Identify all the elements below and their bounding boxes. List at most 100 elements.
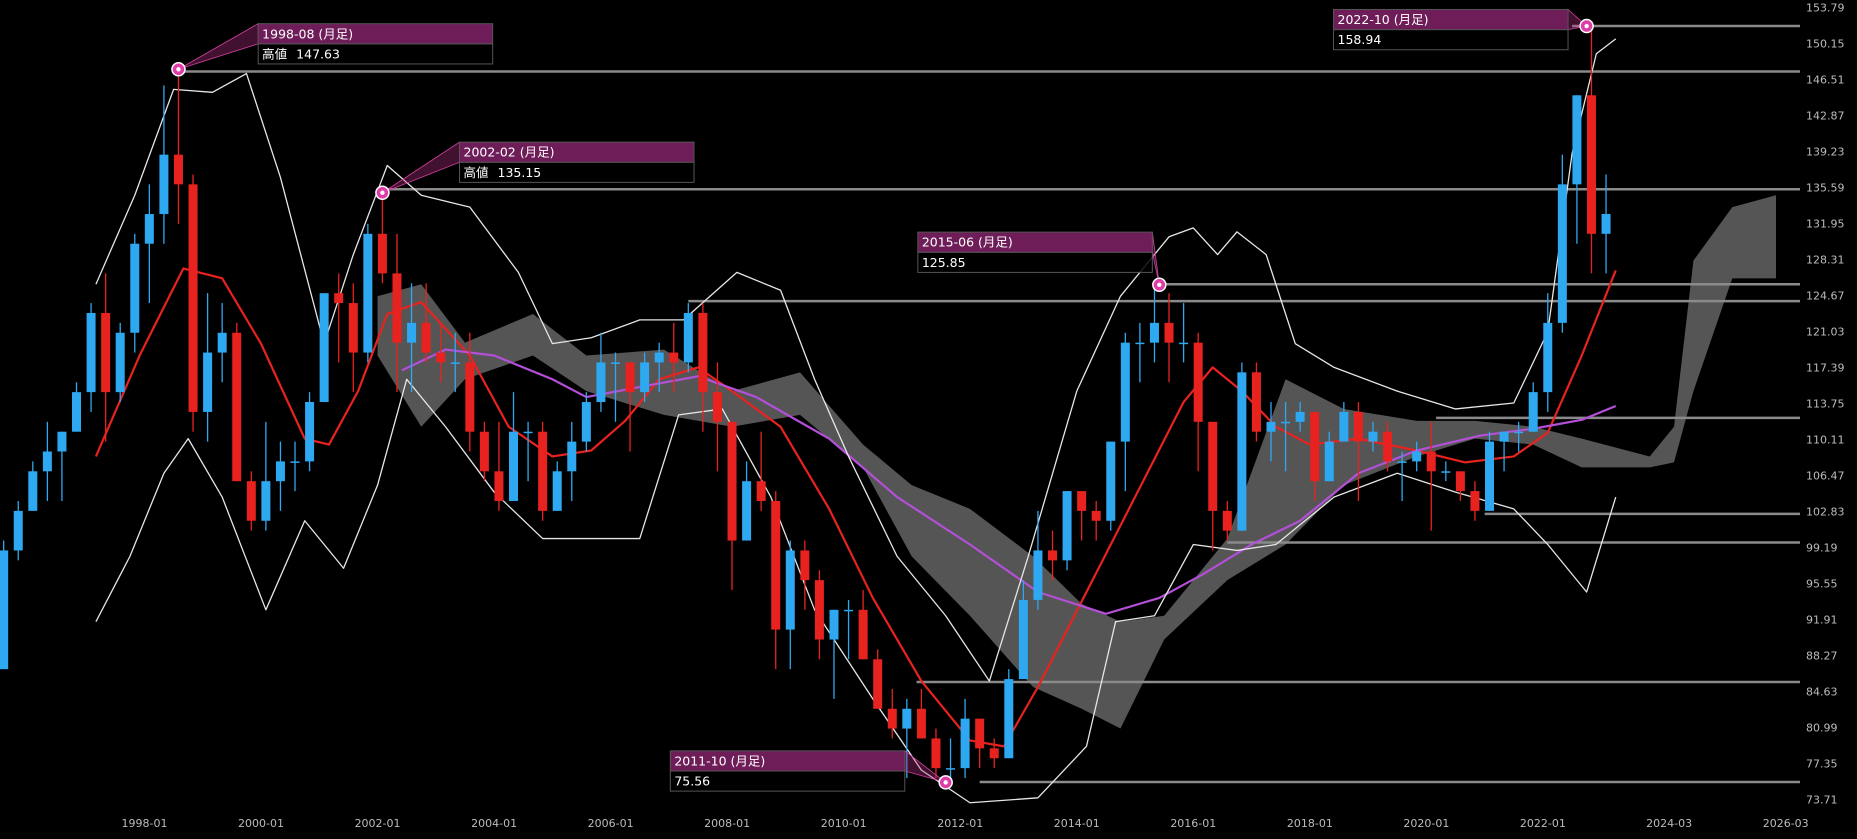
candle-body (1572, 95, 1582, 185)
y-tick-label: 106.47 (1806, 470, 1845, 483)
x-tick-label: 1998-01 (122, 817, 168, 830)
annotation-title: 1998-08 (月足) (262, 26, 353, 41)
candle-body (946, 768, 956, 770)
annotation-header (257, 23, 494, 45)
annotation-body (257, 43, 494, 65)
x-tick-label: 2026-03 (1763, 817, 1809, 830)
candle-body (581, 402, 591, 442)
candle-body (392, 273, 402, 343)
annotation-value: 125.85 (922, 255, 966, 270)
candle-body (916, 708, 926, 739)
candle-body (13, 510, 23, 551)
candle-body (829, 609, 839, 640)
candle-body (654, 352, 664, 363)
candle-body (377, 233, 387, 274)
candle-body (1528, 392, 1538, 432)
candle-body (1179, 342, 1189, 345)
candle-body (931, 738, 941, 769)
candle-body (334, 293, 344, 304)
candle-body (887, 708, 897, 729)
candle-body (72, 392, 82, 432)
candle-body (567, 441, 577, 472)
candle-body (232, 332, 242, 482)
candle-body (1004, 679, 1014, 759)
annotation-header (459, 141, 695, 163)
pin-dot (176, 67, 181, 72)
candle-body (173, 154, 183, 185)
annotation-body (459, 161, 695, 183)
y-tick-label: 135.59 (1806, 181, 1845, 194)
candle-body (363, 233, 373, 353)
candle-body (1426, 451, 1436, 472)
x-tick-label: 2022-01 (1520, 817, 1566, 830)
candle-body (1062, 491, 1072, 561)
x-tick-label: 2004-01 (471, 817, 517, 830)
candle-body (319, 293, 329, 403)
y-tick-label: 113.75 (1806, 398, 1845, 411)
candle-body (902, 708, 912, 729)
y-tick-label: 99.19 (1806, 542, 1838, 555)
y-tick-label: 124.67 (1806, 289, 1845, 302)
candle-body (1077, 491, 1087, 511)
candle-body (596, 362, 606, 403)
candle-body (479, 431, 489, 472)
candle-body (669, 352, 679, 363)
y-tick-label: 128.31 (1806, 253, 1845, 266)
candle-body (246, 481, 256, 521)
x-tick-label: 2008-01 (704, 817, 750, 830)
x-tick-label: 2010-01 (821, 817, 867, 830)
candle-body (814, 580, 824, 640)
candle-body (698, 312, 708, 393)
annotations: 1998-08 (月足) 高値 147.63 2002-02 (月足) 高値 135.15… (171, 8, 1594, 792)
candle-body (1295, 411, 1305, 422)
candle-body (1149, 322, 1159, 343)
candle-body (1514, 431, 1524, 434)
candle-body (465, 362, 475, 432)
candle-body (625, 362, 635, 393)
candle-body (1047, 550, 1057, 561)
candle-body (203, 352, 213, 412)
candle-body (1018, 599, 1028, 680)
y-tick-label: 77.35 (1806, 758, 1838, 771)
y-tick-label: 131.95 (1806, 217, 1845, 230)
candle-body (1135, 342, 1145, 345)
candle-body (800, 550, 810, 581)
candle-body (989, 748, 999, 759)
candle-body (1383, 431, 1393, 462)
candle-body (1324, 441, 1334, 482)
candle-body (640, 362, 650, 393)
annotation-title: 2015-06 (月足) (922, 235, 1013, 250)
pin-dot (1157, 282, 1162, 287)
candle-body (1543, 322, 1553, 393)
candle-body (28, 471, 38, 511)
y-tick-label: 142.87 (1806, 109, 1845, 122)
candle-body (1470, 491, 1480, 511)
candle-body (1485, 441, 1495, 511)
candle-body (1033, 550, 1043, 600)
candle-body (450, 362, 460, 364)
candle-body (509, 431, 519, 501)
x-tick-label: 2002-01 (355, 817, 401, 830)
y-tick-label: 146.51 (1806, 73, 1845, 86)
pin-dot (943, 780, 948, 785)
candle-body (1193, 342, 1203, 422)
annotation-title: 2022-10 (月足) (1338, 12, 1429, 27)
candle-body (712, 392, 722, 422)
candle-body (1586, 95, 1596, 234)
candle-body (159, 154, 169, 215)
candle-body (1106, 441, 1116, 521)
x-tick-label: 2016-01 (1170, 817, 1216, 830)
annotation-value: 158.94 (1338, 32, 1382, 47)
y-tick-label: 117.39 (1806, 361, 1845, 374)
candle-body (101, 312, 111, 393)
x-tick-label: 2018-01 (1287, 817, 1333, 830)
annotation-header (669, 750, 906, 772)
annotation-title: 2002-02 (月足) (464, 145, 555, 160)
candle-body (1091, 510, 1101, 521)
y-tick-label: 102.83 (1806, 506, 1845, 519)
candle-body (1266, 421, 1276, 432)
y-tick-label: 153.79 (1806, 1, 1845, 14)
x-tick-label: 2012-01 (937, 817, 983, 830)
candle-body (290, 461, 300, 463)
candle-body (1601, 214, 1611, 234)
